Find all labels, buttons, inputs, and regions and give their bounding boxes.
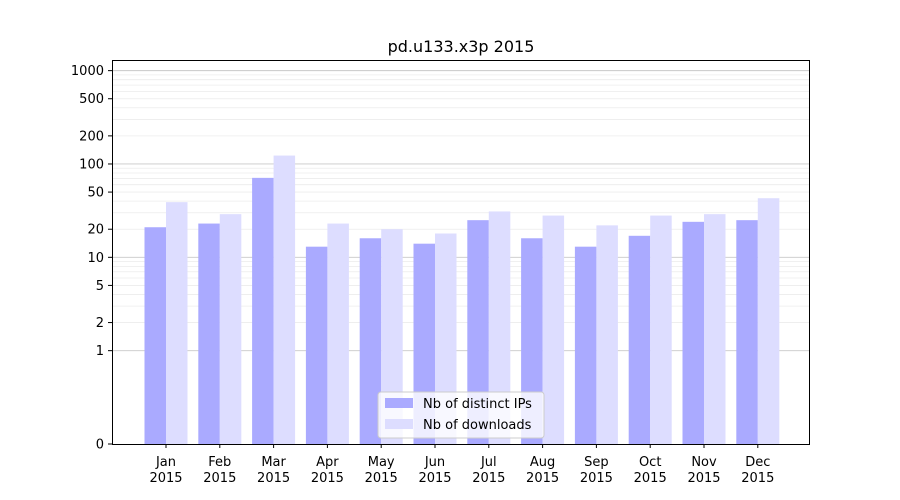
- bar-nb-of-downloads-may: [381, 229, 403, 444]
- x-tick-label-month: Mar: [261, 455, 286, 470]
- bar-nb-of-downloads-dec: [757, 198, 780, 444]
- legend: Nb of distinct IPs Nb of downloads: [377, 391, 545, 439]
- plot-frame: [112, 60, 810, 445]
- x-tick-label-month: Dec: [745, 455, 770, 470]
- bar-nb-of-downloads-jan: [166, 202, 188, 444]
- bar-nb-of-distinct-ips-oct: [628, 235, 651, 444]
- bar-nb-of-distinct-ips-may: [359, 238, 382, 444]
- legend-swatch-downloads: [385, 419, 413, 429]
- x-tick-label-year: 2015: [149, 471, 182, 486]
- x-tick-label-month: May: [368, 455, 395, 470]
- y-tick-label: 2: [96, 316, 104, 331]
- y-tick-label: 500: [79, 92, 104, 107]
- bar-nb-of-downloads-apr: [327, 223, 349, 444]
- x-tick-label-year: 2015: [580, 471, 613, 486]
- x-tick-label-year: 2015: [418, 471, 451, 486]
- x-tick-label-month: Feb: [208, 455, 231, 470]
- x-tick-label-month: Jul: [480, 455, 497, 470]
- x-tick-label-month: Oct: [639, 455, 661, 470]
- x-axis: Jan2015Feb2015Mar2015Apr2015May2015Jun20…: [149, 444, 774, 486]
- bar-nb-of-downloads-jun: [435, 233, 457, 444]
- y-tick-label: 1000: [71, 64, 104, 79]
- bar-nb-of-distinct-ips-jul: [467, 220, 489, 444]
- x-tick-label-month: Apr: [316, 455, 339, 470]
- x-tick-label-year: 2015: [634, 471, 667, 486]
- legend-swatch-distinct-ips: [385, 398, 413, 408]
- x-tick-label-year: 2015: [472, 471, 505, 486]
- bar-nb-of-distinct-ips-apr: [305, 246, 328, 444]
- bar-nb-of-distinct-ips-dec: [736, 220, 758, 444]
- legend-label-downloads: Nb of downloads: [423, 418, 532, 433]
- x-tick-label-month: Jan: [155, 455, 176, 470]
- y-tick-label: 0: [96, 438, 104, 453]
- y-tick-label: 100: [79, 157, 104, 172]
- x-tick-label-month: Nov: [691, 455, 717, 470]
- bar-nb-of-distinct-ips-feb: [198, 223, 220, 444]
- x-tick-label-year: 2015: [687, 471, 720, 486]
- bar-nb-of-distinct-ips-sep: [574, 246, 597, 444]
- bar-nb-of-downloads-nov: [704, 214, 726, 444]
- x-tick-label-month: Jun: [424, 455, 445, 470]
- x-tick-label-year: 2015: [203, 471, 236, 486]
- x-tick-label-year: 2015: [365, 471, 398, 486]
- y-tick-label: 10: [87, 251, 104, 266]
- x-tick-label-year: 2015: [741, 471, 774, 486]
- y-tick-label: 1: [96, 344, 104, 359]
- bar-nb-of-downloads-feb: [219, 214, 242, 444]
- bar-nb-of-downloads-jul: [488, 211, 511, 444]
- legend-box: [377, 391, 545, 439]
- bar-nb-of-distinct-ips-mar: [252, 177, 274, 444]
- y-tick-label: 5: [96, 279, 104, 294]
- x-tick-label-year: 2015: [257, 471, 290, 486]
- x-tick-label-month: Aug: [530, 455, 555, 470]
- chart-title: pd.u133.x3p 2015: [388, 37, 535, 56]
- y-tick-label: 20: [87, 223, 104, 238]
- y-axis: 0 1 2 5 10 20 50 100 200 500 1000: [71, 64, 112, 453]
- bar-nb-of-downloads-aug: [542, 215, 565, 444]
- bar-nb-of-downloads-oct: [650, 215, 672, 444]
- bar-nb-of-downloads-mar: [273, 155, 296, 445]
- x-tick-label-year: 2015: [526, 471, 559, 486]
- bar-nb-of-distinct-ips-jan: [144, 227, 166, 444]
- bar-nb-of-distinct-ips-nov: [682, 221, 704, 444]
- y-tick-label: 200: [79, 129, 104, 144]
- y-tick-label: 50: [87, 186, 104, 201]
- bar-nb-of-downloads-sep: [596, 225, 618, 444]
- x-tick-label-year: 2015: [311, 471, 344, 486]
- legend-label-distinct-ips: Nb of distinct IPs: [423, 397, 532, 412]
- x-tick-label-month: Sep: [584, 455, 609, 470]
